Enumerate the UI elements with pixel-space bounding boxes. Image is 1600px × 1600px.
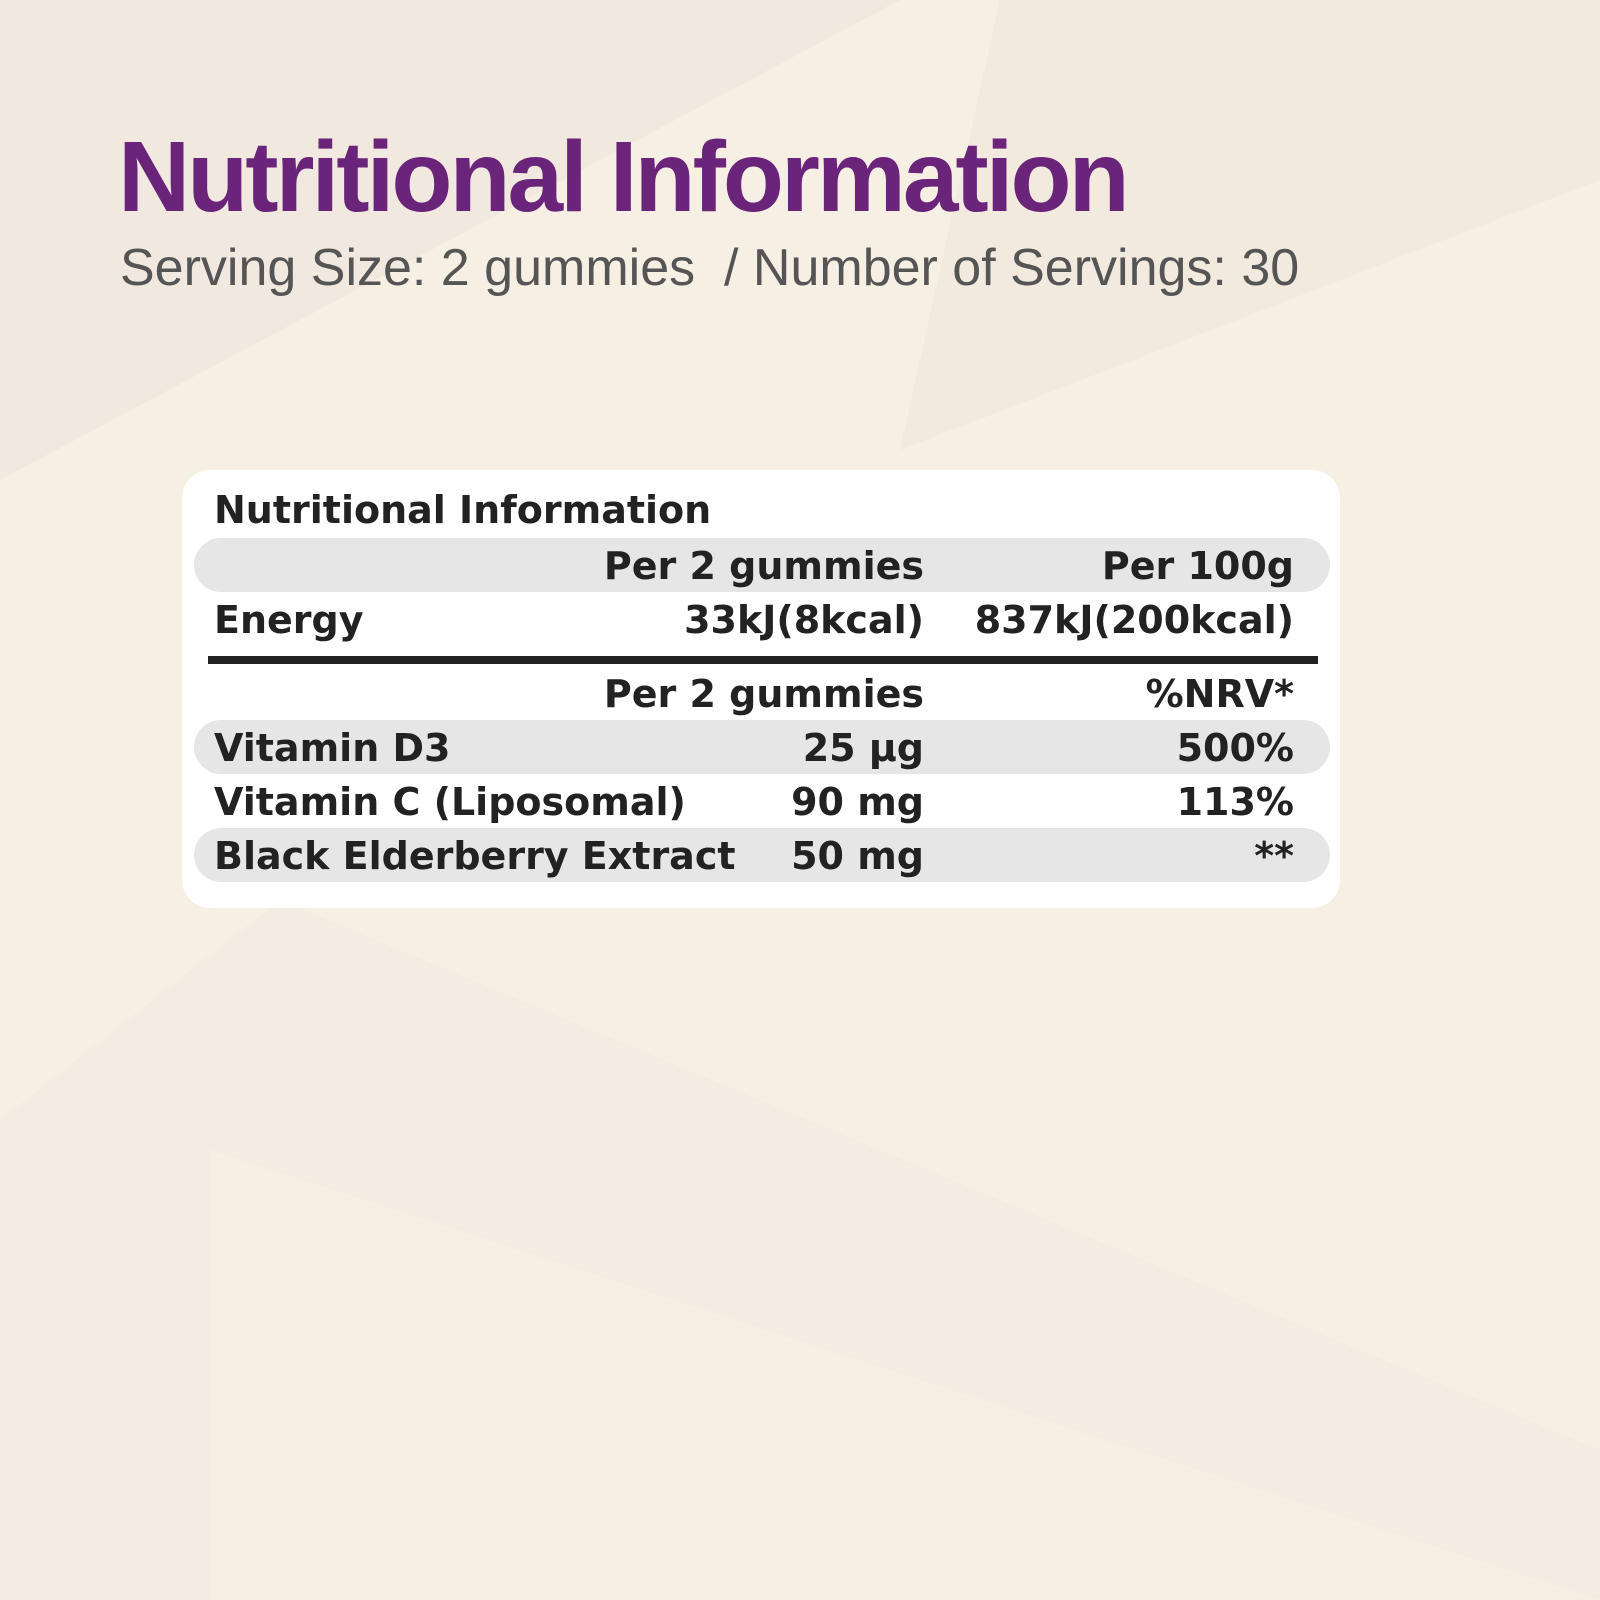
energy-row: Energy 33kJ(8kcal) 837kJ(200kcal) [194, 592, 1330, 646]
nutrient-row: Vitamin C (Liposomal) 90 mg 113% [194, 774, 1330, 828]
cell: 25 µg [802, 726, 924, 770]
cell: ** [1254, 834, 1294, 878]
cell: 837kJ(200kcal) [974, 598, 1294, 642]
cell: Black Elderberry Extract [214, 834, 736, 878]
nutrient-row: Black Elderberry Extract 50 mg ** [194, 828, 1330, 882]
cell: Per 2 gummies [603, 544, 924, 588]
nutrient-row: Vitamin D3 25 µg 500% [194, 720, 1330, 774]
cell: Vitamin D3 [214, 726, 451, 770]
cell: 113% [1176, 780, 1294, 824]
subtitle: Serving Size: 2 gummies / Number of Serv… [120, 239, 1300, 297]
cell: 33kJ(8kcal) [684, 598, 924, 642]
cell: 50 mg [791, 834, 924, 878]
cell: Per 100g [1101, 544, 1294, 588]
cell: %NRV* [1145, 672, 1294, 716]
title: Nutritional Information [118, 121, 1130, 233]
cell: 500% [1176, 726, 1294, 770]
cell: Per 2 gummies [603, 672, 924, 716]
cell: Energy [214, 598, 364, 642]
energy-header: Per 2 gummies Per 100g [194, 538, 1330, 592]
divider [208, 656, 1318, 664]
cell: 90 mg [791, 780, 924, 824]
table-title: Nutritional Information [214, 488, 712, 532]
nutrition-table: Nutritional Information Per 2 gummies Pe… [182, 470, 1340, 908]
cell: Vitamin C (Liposomal) [214, 780, 686, 824]
nutrient-header: Per 2 gummies %NRV* [194, 666, 1330, 720]
